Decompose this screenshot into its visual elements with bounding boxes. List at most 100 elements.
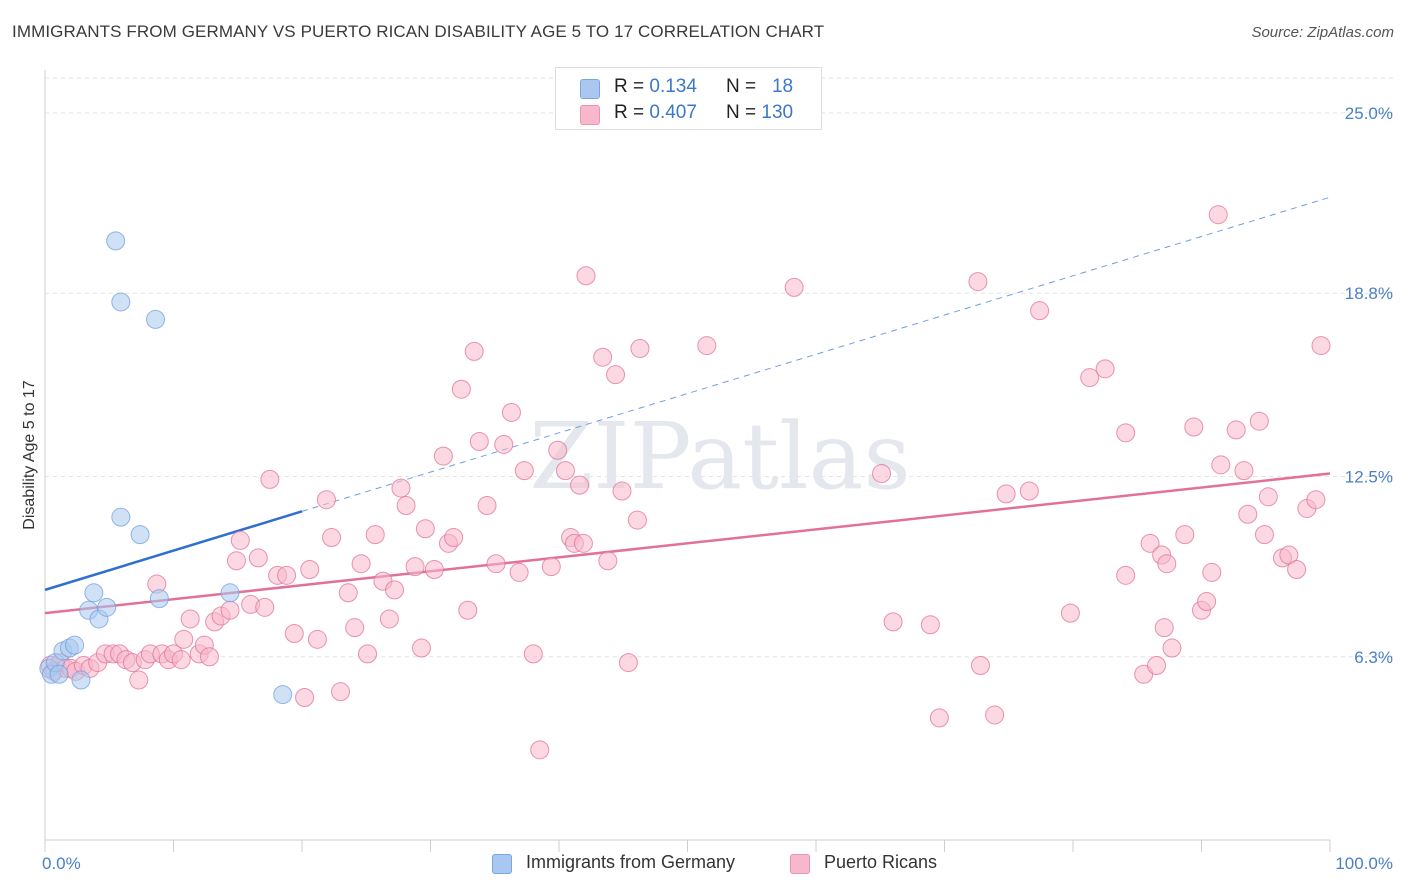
point-puerto-ricans bbox=[630, 338, 650, 358]
point-germany bbox=[65, 635, 85, 655]
point-puerto-ricans bbox=[996, 484, 1016, 504]
point-puerto-ricans bbox=[548, 440, 568, 460]
point-puerto-ricans bbox=[338, 583, 358, 603]
point-puerto-ricans bbox=[612, 481, 632, 501]
y-tick-label: 6.3% bbox=[1354, 648, 1393, 667]
point-puerto-ricans bbox=[494, 434, 514, 454]
legend-r-label: R = bbox=[614, 102, 645, 123]
point-germany bbox=[97, 597, 117, 617]
point-puerto-ricans bbox=[1202, 562, 1222, 582]
chart-title: IMMIGRANTS FROM GERMANY VS PUERTO RICAN … bbox=[12, 22, 825, 41]
point-puerto-ricans bbox=[1095, 359, 1115, 379]
point-puerto-ricans bbox=[872, 464, 892, 484]
point-germany bbox=[84, 583, 104, 603]
point-germany bbox=[71, 670, 91, 690]
legend-swatch-germany bbox=[492, 854, 512, 874]
x-tick-label: 100.0% bbox=[1335, 854, 1393, 873]
point-germany bbox=[220, 583, 240, 603]
point-puerto-ricans bbox=[1197, 592, 1217, 612]
point-puerto-ricans bbox=[307, 629, 327, 649]
legend-n-label: N = bbox=[726, 102, 757, 123]
point-puerto-ricans bbox=[1154, 618, 1174, 638]
point-puerto-ricans bbox=[295, 687, 315, 707]
legend-n-label: N = bbox=[726, 76, 757, 97]
point-puerto-ricans bbox=[284, 624, 304, 644]
point-puerto-ricans bbox=[1162, 638, 1182, 658]
point-puerto-ricans bbox=[385, 580, 405, 600]
point-puerto-ricans bbox=[300, 560, 320, 580]
point-puerto-ricans bbox=[316, 490, 336, 510]
y-tick-label: 18.8% bbox=[1345, 284, 1393, 303]
point-puerto-ricans bbox=[514, 461, 534, 481]
point-puerto-ricans bbox=[573, 533, 593, 553]
trend-lines bbox=[44, 196, 1331, 615]
point-puerto-ricans bbox=[1116, 423, 1136, 443]
point-puerto-ricans bbox=[477, 496, 497, 516]
point-puerto-ricans bbox=[365, 525, 385, 545]
point-puerto-ricans bbox=[627, 510, 647, 530]
point-puerto-ricans bbox=[784, 277, 804, 297]
point-puerto-ricans bbox=[1208, 205, 1228, 225]
point-puerto-ricans bbox=[1030, 301, 1050, 321]
point-puerto-ricans bbox=[555, 461, 575, 481]
point-puerto-ricans bbox=[570, 475, 590, 495]
legend-n-value: 130 bbox=[761, 102, 794, 123]
point-puerto-ricans bbox=[171, 650, 191, 670]
legend-swatch-puerto-ricans bbox=[790, 854, 810, 874]
point-puerto-ricans bbox=[523, 644, 543, 664]
point-puerto-ricans bbox=[464, 341, 484, 361]
point-puerto-ricans bbox=[379, 609, 399, 629]
point-puerto-ricans bbox=[322, 528, 342, 548]
point-puerto-ricans bbox=[1238, 504, 1258, 524]
trend-germany-extension bbox=[301, 196, 1331, 512]
legend-r-value: 0.407 bbox=[649, 102, 697, 123]
legend-r-label: R = bbox=[614, 76, 645, 97]
point-puerto-ricans bbox=[129, 670, 149, 690]
point-puerto-ricans bbox=[451, 379, 471, 399]
point-puerto-ricans bbox=[277, 565, 297, 585]
point-puerto-ricans bbox=[968, 272, 988, 292]
point-puerto-ricans bbox=[1080, 368, 1100, 388]
point-puerto-ricans bbox=[415, 519, 435, 539]
point-puerto-ricans bbox=[1226, 420, 1246, 440]
point-puerto-ricans bbox=[1157, 554, 1177, 574]
legend-swatch-germany bbox=[580, 79, 600, 99]
point-puerto-ricans bbox=[1175, 525, 1195, 545]
point-germany bbox=[146, 309, 166, 329]
point-puerto-ricans bbox=[405, 557, 425, 577]
point-puerto-ricans bbox=[260, 469, 280, 489]
point-puerto-ricans bbox=[1019, 481, 1039, 501]
point-puerto-ricans bbox=[433, 446, 453, 466]
x-tick-labels: 0.0% 100.0% bbox=[42, 854, 1393, 873]
point-puerto-ricans bbox=[226, 551, 246, 571]
point-puerto-ricans bbox=[541, 557, 561, 577]
legend-label-germany: Immigrants from Germany bbox=[526, 852, 736, 872]
point-puerto-ricans bbox=[1140, 533, 1160, 553]
data-points bbox=[39, 205, 1331, 760]
point-puerto-ricans bbox=[199, 647, 219, 667]
point-puerto-ricans bbox=[444, 528, 464, 548]
point-germany bbox=[130, 525, 150, 545]
point-puerto-ricans bbox=[220, 600, 240, 620]
y-tick-label: 12.5% bbox=[1345, 467, 1393, 486]
point-puerto-ricans bbox=[1147, 655, 1167, 675]
point-puerto-ricans bbox=[530, 740, 550, 760]
point-puerto-ricans bbox=[180, 609, 200, 629]
point-puerto-ricans bbox=[230, 530, 250, 550]
point-puerto-ricans bbox=[697, 336, 717, 356]
point-puerto-ricans bbox=[248, 548, 268, 568]
y-tick-label: 25.0% bbox=[1345, 104, 1393, 123]
point-germany bbox=[49, 664, 69, 684]
point-puerto-ricans bbox=[391, 478, 411, 498]
point-puerto-ricans bbox=[883, 612, 903, 632]
point-puerto-ricans bbox=[331, 682, 351, 702]
point-puerto-ricans bbox=[501, 402, 521, 422]
point-puerto-ricans bbox=[358, 644, 378, 664]
point-puerto-ricans bbox=[1234, 461, 1254, 481]
point-puerto-ricans bbox=[509, 562, 529, 582]
point-germany bbox=[106, 231, 126, 251]
point-puerto-ricans bbox=[929, 708, 949, 728]
point-germany bbox=[111, 292, 131, 312]
point-puerto-ricans bbox=[593, 347, 613, 367]
point-puerto-ricans bbox=[576, 266, 596, 286]
